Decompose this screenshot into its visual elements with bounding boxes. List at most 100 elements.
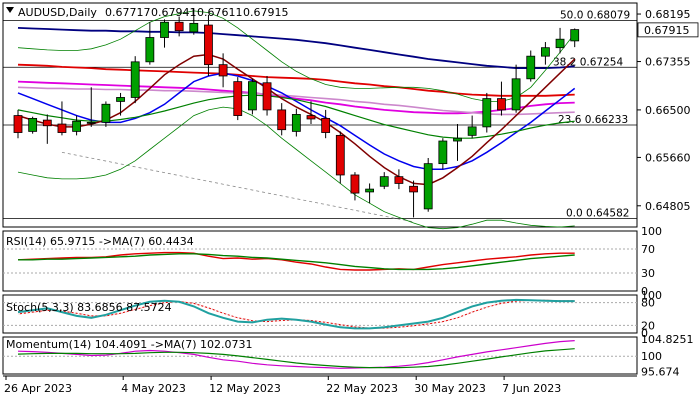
candle-body	[438, 140, 448, 165]
price-tick-label: 0.64805	[645, 200, 691, 213]
rsi-line	[17, 251, 575, 271]
ma-green-line	[17, 94, 575, 139]
candle-body	[72, 120, 81, 132]
high-value: 0.67941	[151, 6, 197, 19]
fib-level-label: 50.0 0.68079	[560, 10, 630, 22]
rsi-tick-label: 100	[641, 225, 662, 238]
momentum-frame	[2, 336, 638, 375]
candle-body	[350, 174, 360, 194]
fib-level-label: 23.6 0.66233	[558, 114, 628, 126]
rsi-label: RSI(14) 65.9715 ->MA(7) 60.4434	[6, 235, 194, 248]
fib-level-label: 0.0 0.64582	[566, 207, 629, 219]
rsi-ma-line	[18, 253, 575, 271]
candle-body	[247, 81, 257, 111]
candle-body	[218, 64, 228, 77]
candle-body	[189, 22, 199, 33]
time-tick-label: 12 May 2023	[209, 382, 281, 395]
open-value: 0.67717	[105, 6, 151, 19]
stoch-label: Stoch(5,3,3) 83.6856 87.5724	[6, 301, 172, 314]
candle-body	[291, 114, 301, 132]
candle-body	[555, 38, 565, 49]
band-lower-line	[17, 106, 575, 230]
rsi-tick-label: 0	[641, 285, 648, 298]
candle-body	[233, 81, 243, 116]
ma-maroon-line	[17, 53, 576, 186]
candle-body	[321, 117, 331, 133]
rsi-tick-label: 30	[641, 267, 655, 280]
candle-body	[86, 121, 96, 124]
ma-navy-line	[17, 27, 575, 69]
candle-body	[394, 176, 404, 184]
price-header: AUDUSD,Daily 0.67717 0.67941 0.67611 0.6…	[6, 6, 289, 19]
stoch-tick-label: 0	[641, 327, 648, 340]
candle-body	[379, 176, 389, 187]
candle-body	[101, 103, 111, 123]
candle-body	[204, 24, 213, 66]
price-tick-label: 0.68195	[645, 8, 691, 21]
current-price-label: 0.67915	[644, 24, 690, 37]
triangle-down-icon	[6, 7, 14, 13]
momentum-tick-label: 104.8251	[641, 333, 694, 346]
candle-body	[262, 82, 272, 111]
rsi-tick-label: 70	[641, 243, 655, 256]
current-price-tag	[637, 22, 699, 38]
time-tick-label: 26 Apr 2023	[4, 382, 72, 395]
ma-pink-line	[17, 86, 575, 116]
candle-body	[145, 37, 155, 63]
candle-body	[42, 119, 52, 127]
price-panel: 50.0 0.68079 38.2 0.67254 23.6 0.66233 0.0 …	[2, 2, 699, 230]
time-tick-label: 4 May 2023	[121, 382, 186, 395]
rsi-frame	[2, 230, 638, 292]
candle-body	[130, 61, 140, 98]
time-tick-label: 30 May 2023	[414, 382, 486, 395]
stoch-main-line	[17, 298, 575, 330]
momentum-tick-label: 100	[641, 350, 662, 363]
candle-body	[423, 163, 433, 210]
stoch-tick-label: 20	[641, 319, 655, 332]
candle-body	[453, 137, 462, 142]
time-tick-label: 22 May 2023	[326, 382, 398, 395]
stoch-tick-label: 80	[641, 297, 655, 310]
stoch-frame	[2, 294, 638, 334]
band-upper-line	[17, 10, 576, 102]
low-value: 0.67611	[197, 6, 243, 19]
candle-body	[526, 55, 536, 80]
price-tick-label: 0.65660	[645, 151, 691, 164]
ma-blue-line	[17, 72, 576, 171]
symbol-label: AUDUSD,Daily	[18, 6, 97, 19]
momentum-panel: 104.8251 100 95.674	[2, 333, 694, 379]
candle-body	[467, 126, 477, 136]
price-tick-label: 0.66500	[645, 104, 691, 117]
close-value: 0.67915	[243, 6, 289, 19]
candle-body	[335, 134, 345, 176]
candle-body	[277, 109, 287, 131]
momentum-label: Momentum(14) 104.4091 ->MA(7) 102.0731	[6, 338, 253, 351]
candle-body	[511, 78, 521, 111]
candle-body	[409, 185, 418, 193]
time-tick-label: 7 Jun 2023	[502, 382, 561, 395]
candle-body	[482, 98, 492, 128]
candle-body	[57, 123, 67, 133]
candle-body	[174, 21, 184, 32]
fib-level-label: 38.2 0.67254	[553, 56, 623, 68]
candle-body	[116, 97, 125, 102]
momentum-line	[17, 340, 575, 369]
candle-body	[13, 115, 23, 133]
momentum-ma-line	[17, 348, 575, 369]
stoch-signal-dash	[17, 299, 575, 329]
price-frame	[2, 2, 638, 228]
time-axis: 26 Apr 2023 4 May 2023 12 May 2023 22 May 2…	[3, 375, 637, 395]
momentum-tick-label: 95.674	[641, 366, 680, 379]
candle-body	[365, 188, 375, 193]
candle-body	[541, 47, 550, 57]
candle-body	[306, 115, 316, 120]
candle-body	[570, 29, 580, 42]
candle-body	[160, 21, 169, 38]
stoch-tick-label: 100	[641, 289, 662, 302]
candle-body	[497, 98, 506, 111]
ma-red-line	[17, 63, 575, 97]
price-tick-label: 0.67355	[645, 56, 691, 69]
candle-body	[28, 117, 38, 132]
